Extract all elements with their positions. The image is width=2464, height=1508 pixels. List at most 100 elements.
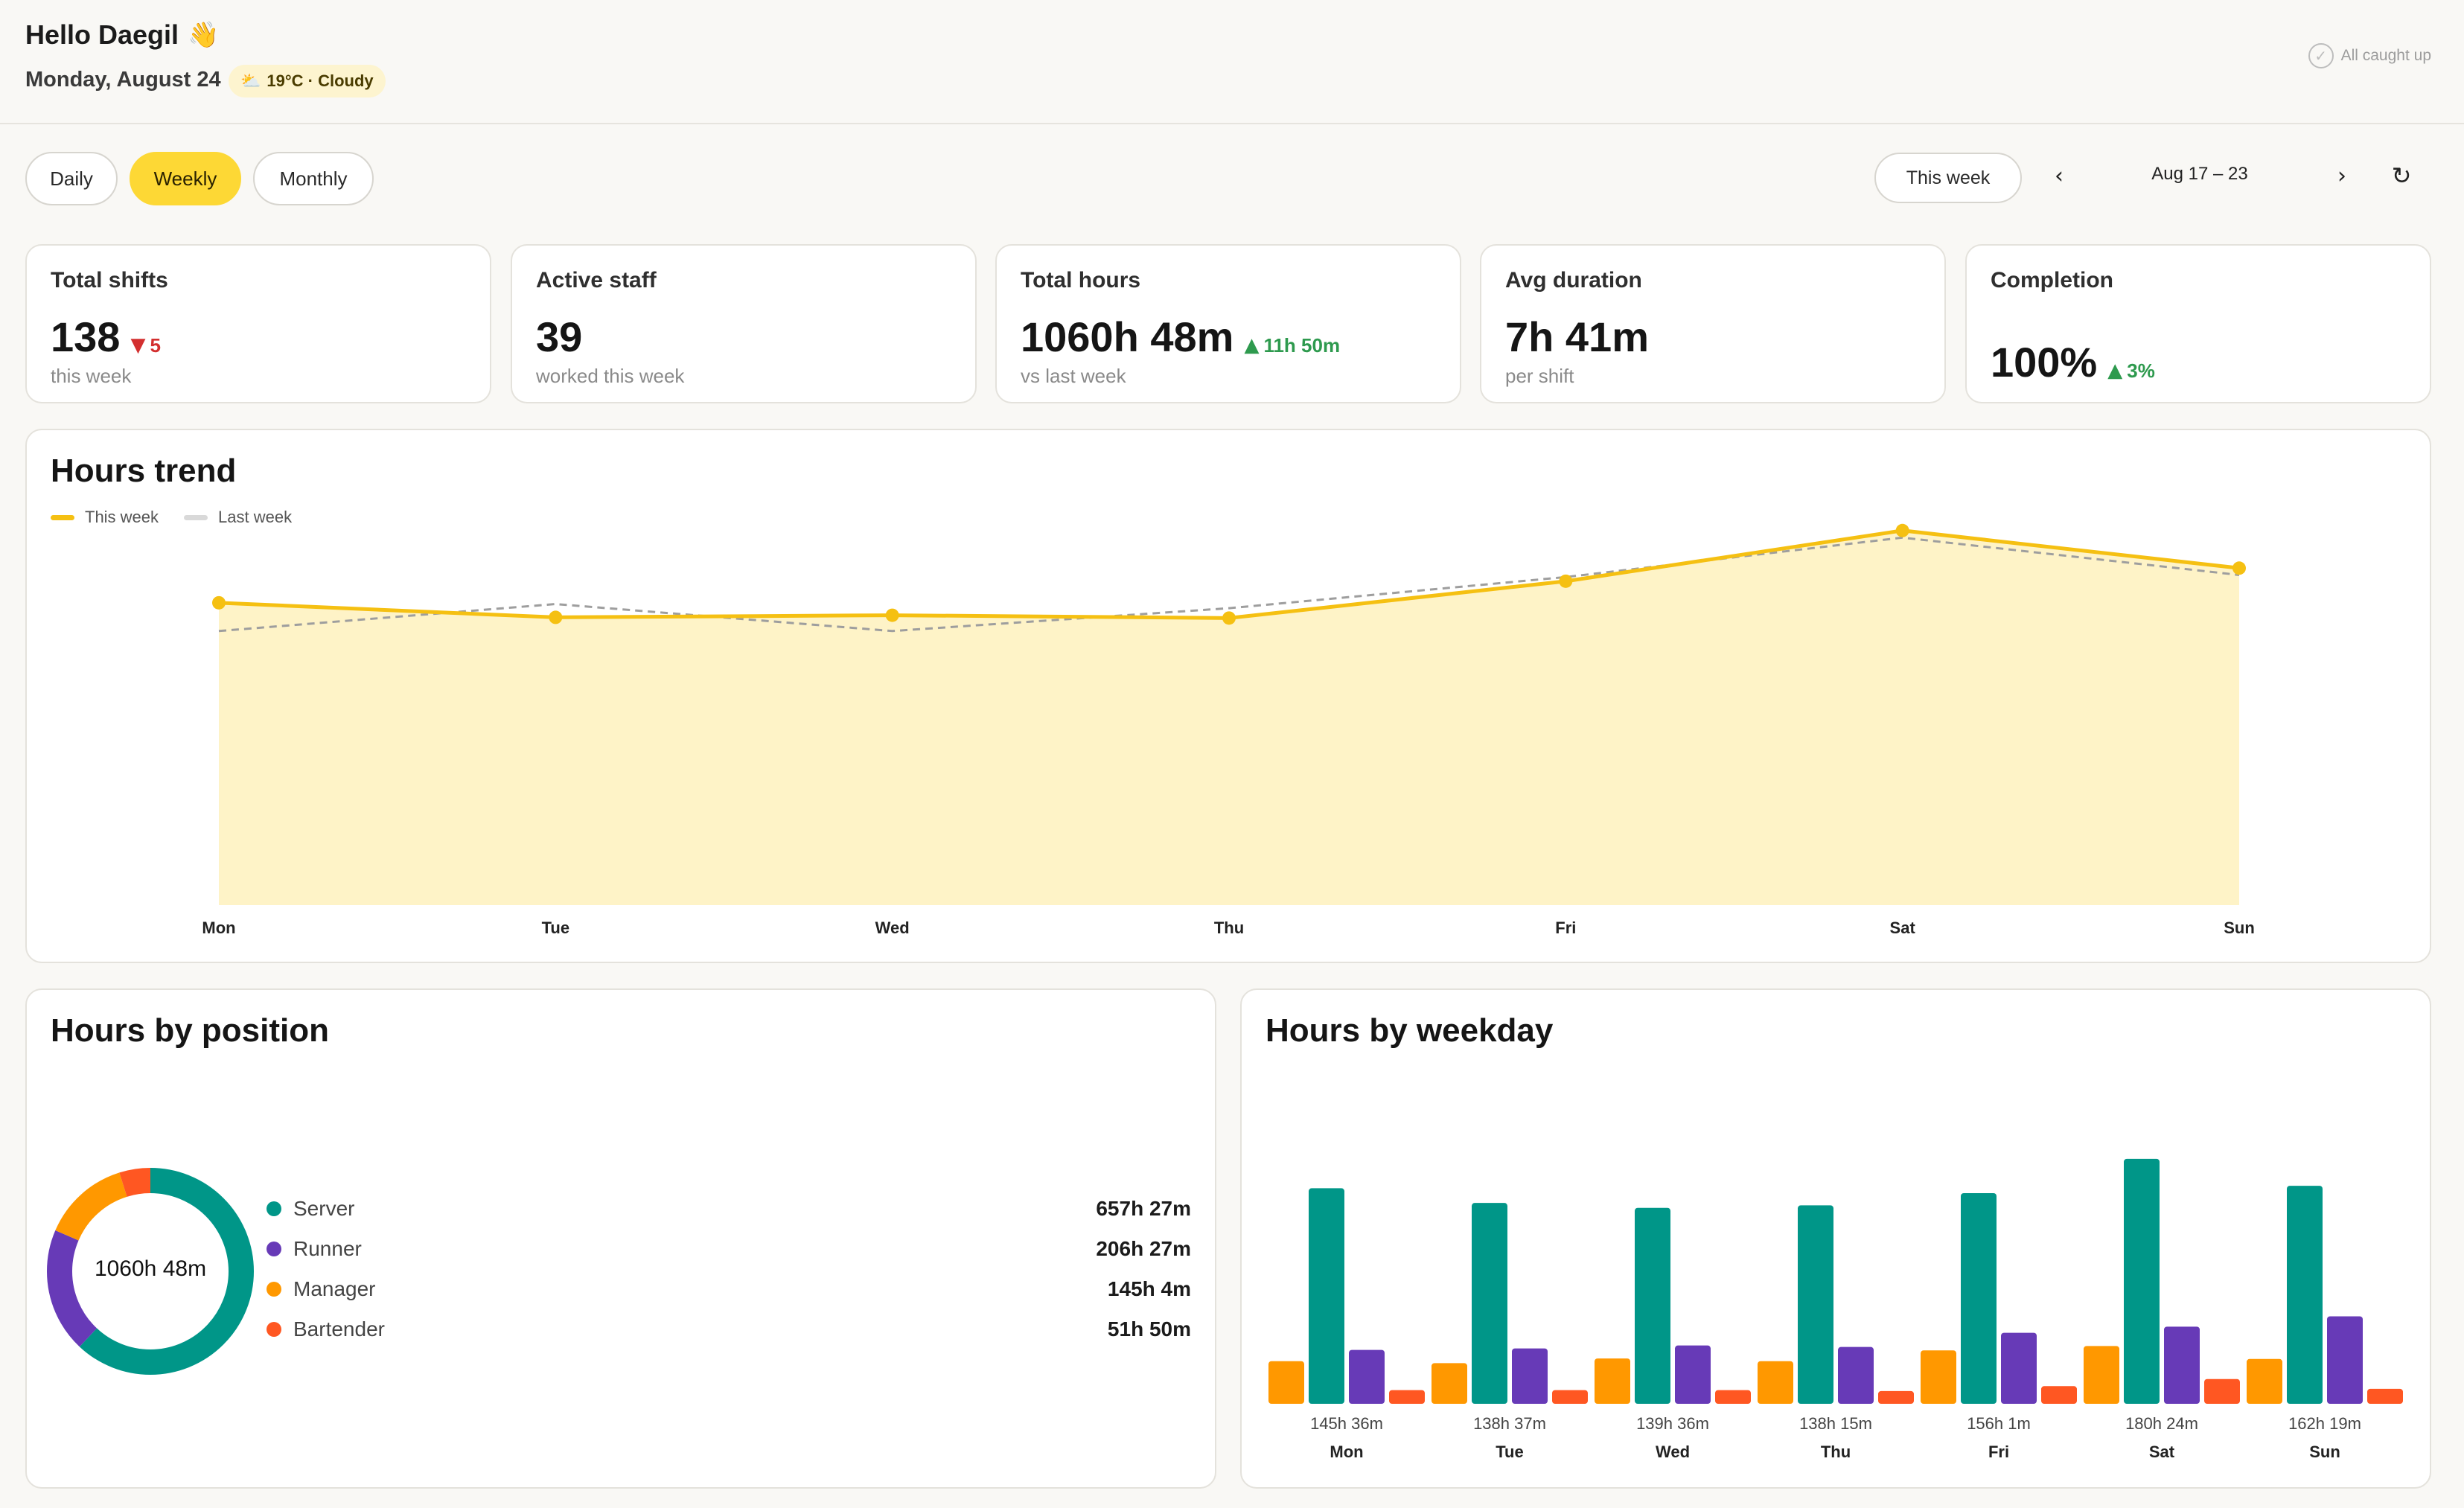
chevron-right-icon[interactable]: › xyxy=(2337,162,2346,189)
page-header: Hello Daegil 👋 Monday, August 24 ⛅ 19°C … xyxy=(0,0,2464,124)
position-value-server: 657h 27m xyxy=(1096,1197,1191,1220)
data-point-this-week xyxy=(1222,611,1236,625)
position-value-runner: 206h 27m xyxy=(1096,1237,1191,1260)
stat-delta-value: 11h 50m xyxy=(1263,333,1341,357)
legend-swatch xyxy=(266,1322,281,1337)
legend-swatch xyxy=(266,1242,281,1256)
notification-status[interactable]: ✓ All caught up xyxy=(2308,43,2431,68)
bar-server xyxy=(2287,1186,2323,1404)
bar-runner xyxy=(2327,1316,2363,1404)
hours-trend-title: Hours trend xyxy=(51,453,237,489)
donut-slice-bartender xyxy=(47,1168,254,1375)
bar-server xyxy=(2124,1158,2160,1404)
check-circle-icon: ✓ xyxy=(2308,43,2334,68)
legend-item-this-week[interactable]: This week xyxy=(51,508,159,527)
stat-subtitle: per shift xyxy=(1505,365,1574,387)
position-value-manager: 145h 4m xyxy=(1107,1277,1191,1300)
position-donut-chart xyxy=(47,1168,254,1375)
notification-status-text: All caught up xyxy=(2340,47,2431,64)
this-week-button[interactable]: This week xyxy=(1874,153,2022,203)
data-point-this-week xyxy=(2232,561,2246,575)
stat-subtitle: this week xyxy=(51,365,132,387)
bar-runner xyxy=(1838,1346,1874,1404)
bar-bartender xyxy=(1878,1390,1914,1404)
bar-total-label: 139h 36m xyxy=(1636,1414,1709,1433)
refresh-icon[interactable]: ↻ xyxy=(2391,162,2412,190)
weekday-bar-chart: 145h 36m Mon 138h 37m Tue 139h 36m Wed 138h 15… xyxy=(1268,1158,2403,1461)
bar-total-label: 180h 24m xyxy=(2125,1414,2198,1433)
bar-runner xyxy=(1349,1349,1385,1404)
bar-manager xyxy=(1268,1361,1304,1404)
donut-center-total: 1060h 48m xyxy=(94,1256,207,1281)
stat-card-completion: Completion 100% ▲ 3% xyxy=(1965,244,2431,403)
chevron-left-icon[interactable]: ‹ xyxy=(2055,162,2064,189)
bar-runner xyxy=(1675,1345,1711,1404)
date-range-label: Aug 17 – 23 xyxy=(2151,164,2248,184)
bar-total-label: 138h 15m xyxy=(1799,1414,1872,1433)
bar-runner xyxy=(2164,1326,2200,1404)
bar-server xyxy=(1798,1205,1833,1404)
stat-delta: ▲ 3% xyxy=(2107,360,2155,383)
stat-number: 138 xyxy=(51,313,121,360)
bar-bartender xyxy=(2367,1388,2403,1404)
stat-card-avg-duration: Avg duration 7h 41m per shift xyxy=(1480,244,1946,403)
cloud-sun-icon: ⛅ xyxy=(240,71,261,91)
bar-runner xyxy=(2001,1332,2037,1404)
stat-number: 1060h 48m xyxy=(1021,313,1234,360)
bar-total-label: 162h 19m xyxy=(2288,1414,2361,1433)
stat-label: Completion xyxy=(1991,268,2113,293)
stat-delta: ▲ 11h 50m xyxy=(1244,334,1340,357)
stat-delta-value: 3% xyxy=(2127,359,2155,382)
bar-total-label: 156h 1m xyxy=(1967,1414,2031,1433)
x-tick-label: Sat xyxy=(2149,1442,2175,1461)
bar-server xyxy=(1961,1192,1997,1404)
legend-item-runner: Runner xyxy=(266,1237,362,1261)
legend-label: This week xyxy=(85,508,159,526)
stat-subtitle: vs last week xyxy=(1021,365,1126,387)
tab-weekly[interactable]: Weekly xyxy=(130,152,241,205)
bar-bartender xyxy=(2041,1386,2077,1404)
stat-number: 39 xyxy=(536,313,583,360)
bar-server xyxy=(1635,1207,1670,1404)
legend-swatch xyxy=(266,1282,281,1297)
up-arrow-icon: ▲ xyxy=(2107,360,2123,382)
x-tick-label: Thu xyxy=(1821,1442,1851,1461)
bar-manager xyxy=(2084,1346,2119,1404)
wave-icon: 👋 xyxy=(188,20,220,50)
bar-bartender xyxy=(1552,1390,1588,1404)
weather-text: 19°C · Cloudy xyxy=(266,71,374,90)
tab-daily[interactable]: Daily xyxy=(25,152,118,205)
legend-label: Server xyxy=(293,1197,355,1220)
bar-total-label: 138h 37m xyxy=(1473,1414,1546,1433)
greeting: Hello Daegil 👋 xyxy=(25,19,219,51)
up-arrow-icon: ▲ xyxy=(1244,334,1260,357)
stat-value: 1060h 48m ▲ 11h 50m xyxy=(1021,313,1340,361)
bar-manager xyxy=(1921,1350,1956,1404)
legend-item-last-week[interactable]: Last week xyxy=(184,508,292,527)
bar-manager xyxy=(1595,1358,1630,1404)
data-point-this-week xyxy=(1895,523,1909,537)
data-point-this-week xyxy=(1559,574,1573,588)
hours-by-position-card: Hours by position 1060h 48m Server Runne… xyxy=(25,988,1216,1489)
bar-server xyxy=(1309,1188,1344,1404)
trend-legend: This week Last week xyxy=(51,508,292,527)
legend-label: Bartender xyxy=(293,1317,385,1341)
greeting-text: Hello Daegil xyxy=(25,19,179,50)
stat-value: 100% ▲ 3% xyxy=(1991,338,2155,386)
tab-monthly[interactable]: Monthly xyxy=(253,152,374,205)
legend-swatch xyxy=(184,514,208,520)
data-point-this-week xyxy=(212,595,226,610)
stat-value: 138 ▼ 5 xyxy=(51,313,161,361)
x-tick-label: Fri xyxy=(1988,1442,2009,1461)
weather-badge: ⛅ 19°C · Cloudy xyxy=(229,65,386,98)
stat-card-active-staff: Active staff 39 worked this week xyxy=(511,244,977,403)
current-date: Monday, August 24 xyxy=(25,68,221,92)
x-tick-label: Sun xyxy=(2224,918,2255,937)
data-point-this-week xyxy=(885,608,899,622)
stat-label: Total hours xyxy=(1021,268,1141,293)
stat-number: 100% xyxy=(1991,339,2098,386)
down-arrow-icon: ▼ xyxy=(130,334,146,357)
bar-bartender xyxy=(1715,1390,1751,1404)
stat-subtitle: worked this week xyxy=(536,365,685,387)
legend-label: Last week xyxy=(218,508,293,526)
